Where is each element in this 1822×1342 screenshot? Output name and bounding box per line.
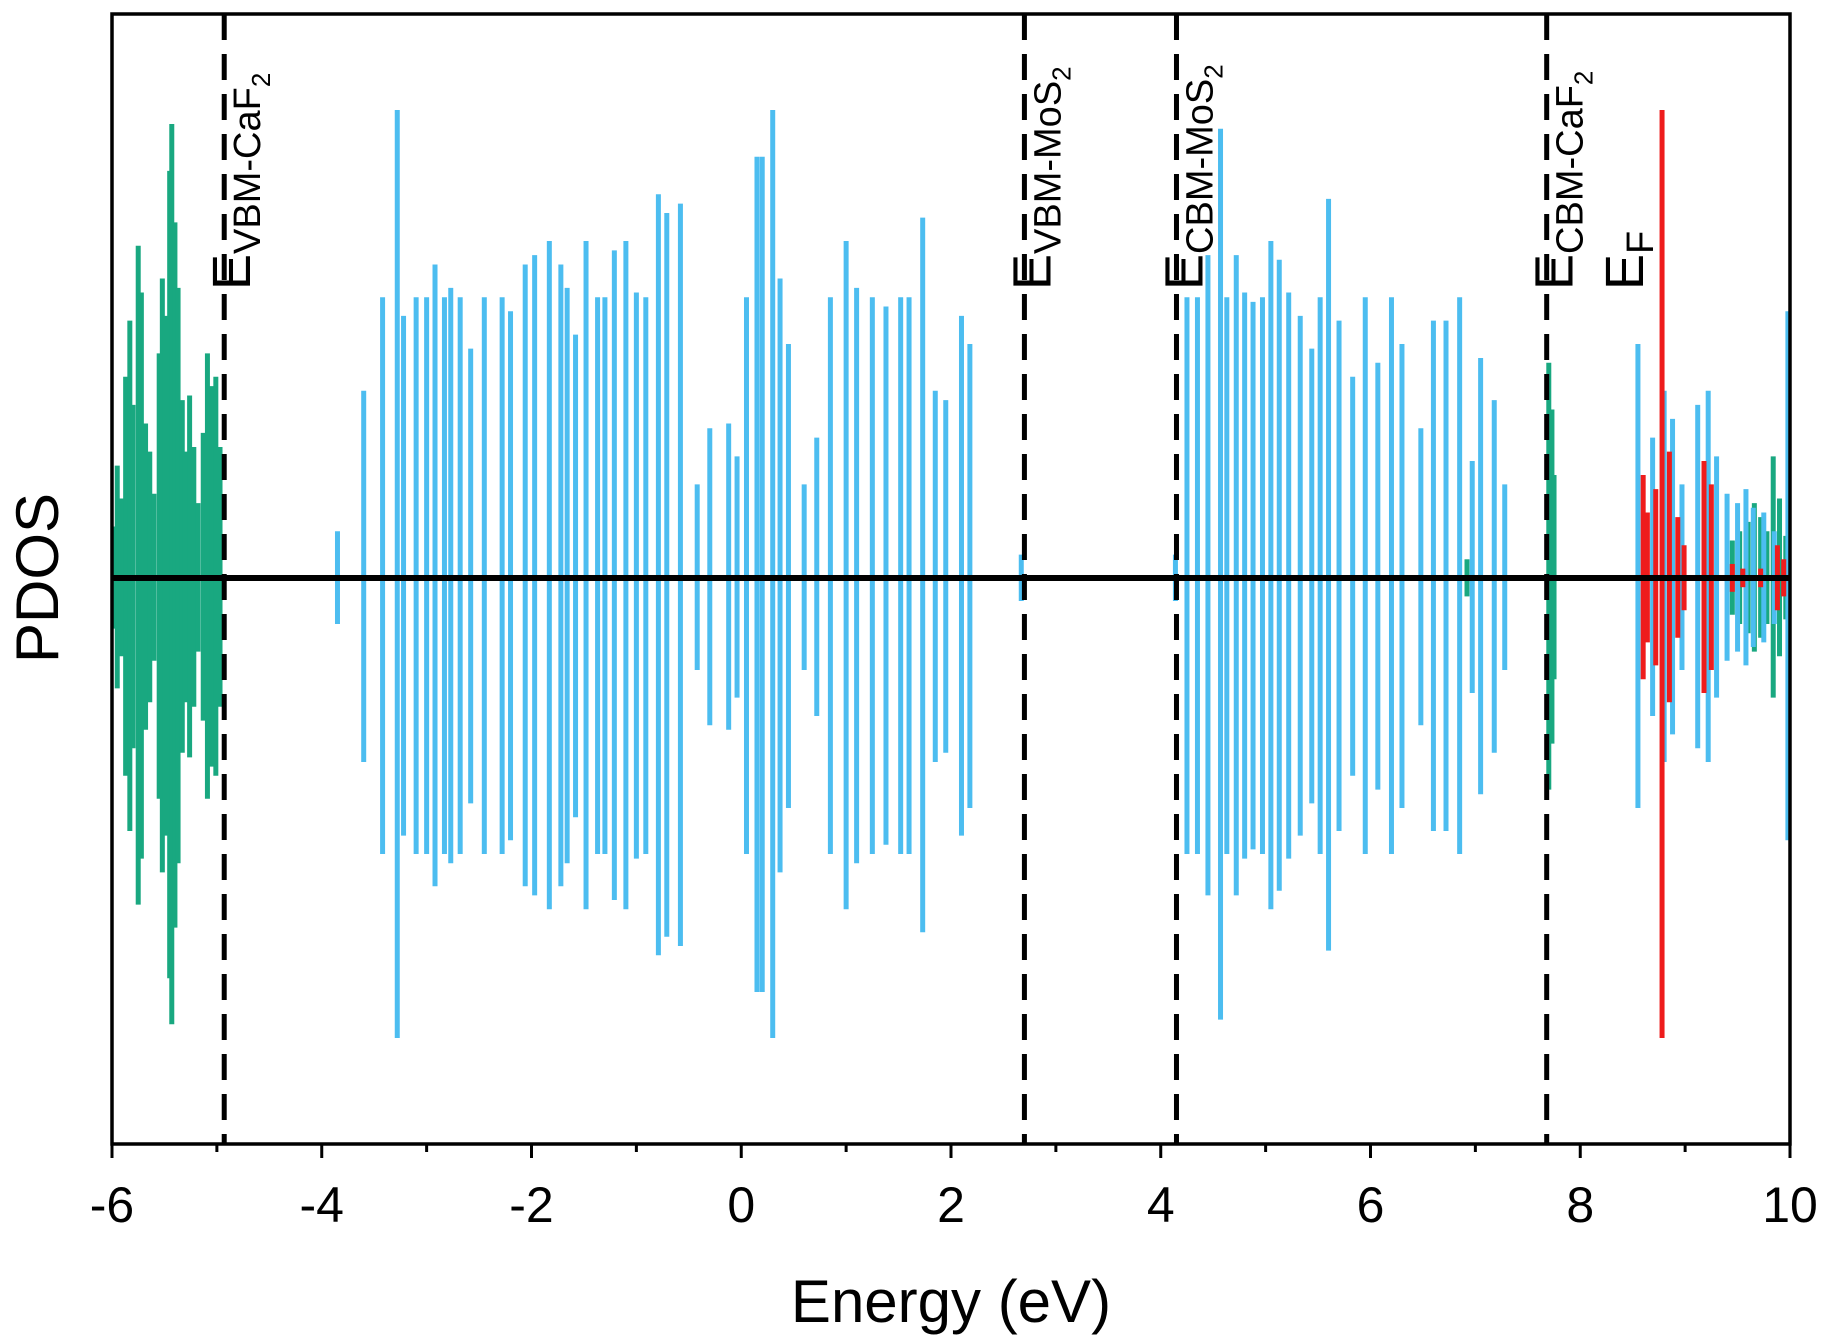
series-adsorbate — [1640, 110, 1787, 1038]
label-fermi: EF — [1595, 231, 1662, 290]
label-cbm-caf2: ECBM-CaF2 — [1525, 71, 1599, 290]
series-layer — [110, 110, 1791, 1038]
x-axis-title: Energy (eV) — [791, 1268, 1111, 1335]
x-tick-label: -2 — [509, 1177, 553, 1233]
x-tick-label: -6 — [90, 1177, 134, 1233]
x-tick-label: 0 — [727, 1177, 755, 1233]
x-tick-label: 10 — [1762, 1177, 1818, 1233]
x-tick-label: -4 — [300, 1177, 344, 1233]
x-tick-label: 8 — [1566, 1177, 1594, 1233]
x-tick-label: 6 — [1357, 1177, 1385, 1233]
label-cbm-mos2: ECBM-MoS2 — [1154, 64, 1228, 290]
label-vbm-mos2: EVBM-MoS2 — [1002, 66, 1076, 290]
x-tick-label: 2 — [937, 1177, 965, 1233]
x-axis-ticks: -6 -4 -2 0 2 4 6 8 10 — [90, 1144, 1818, 1233]
y-axis-title: PDOS — [4, 493, 71, 663]
x-tick-label: 4 — [1147, 1177, 1175, 1233]
label-vbm-caf2: EVBM-CaF2 — [202, 73, 276, 290]
